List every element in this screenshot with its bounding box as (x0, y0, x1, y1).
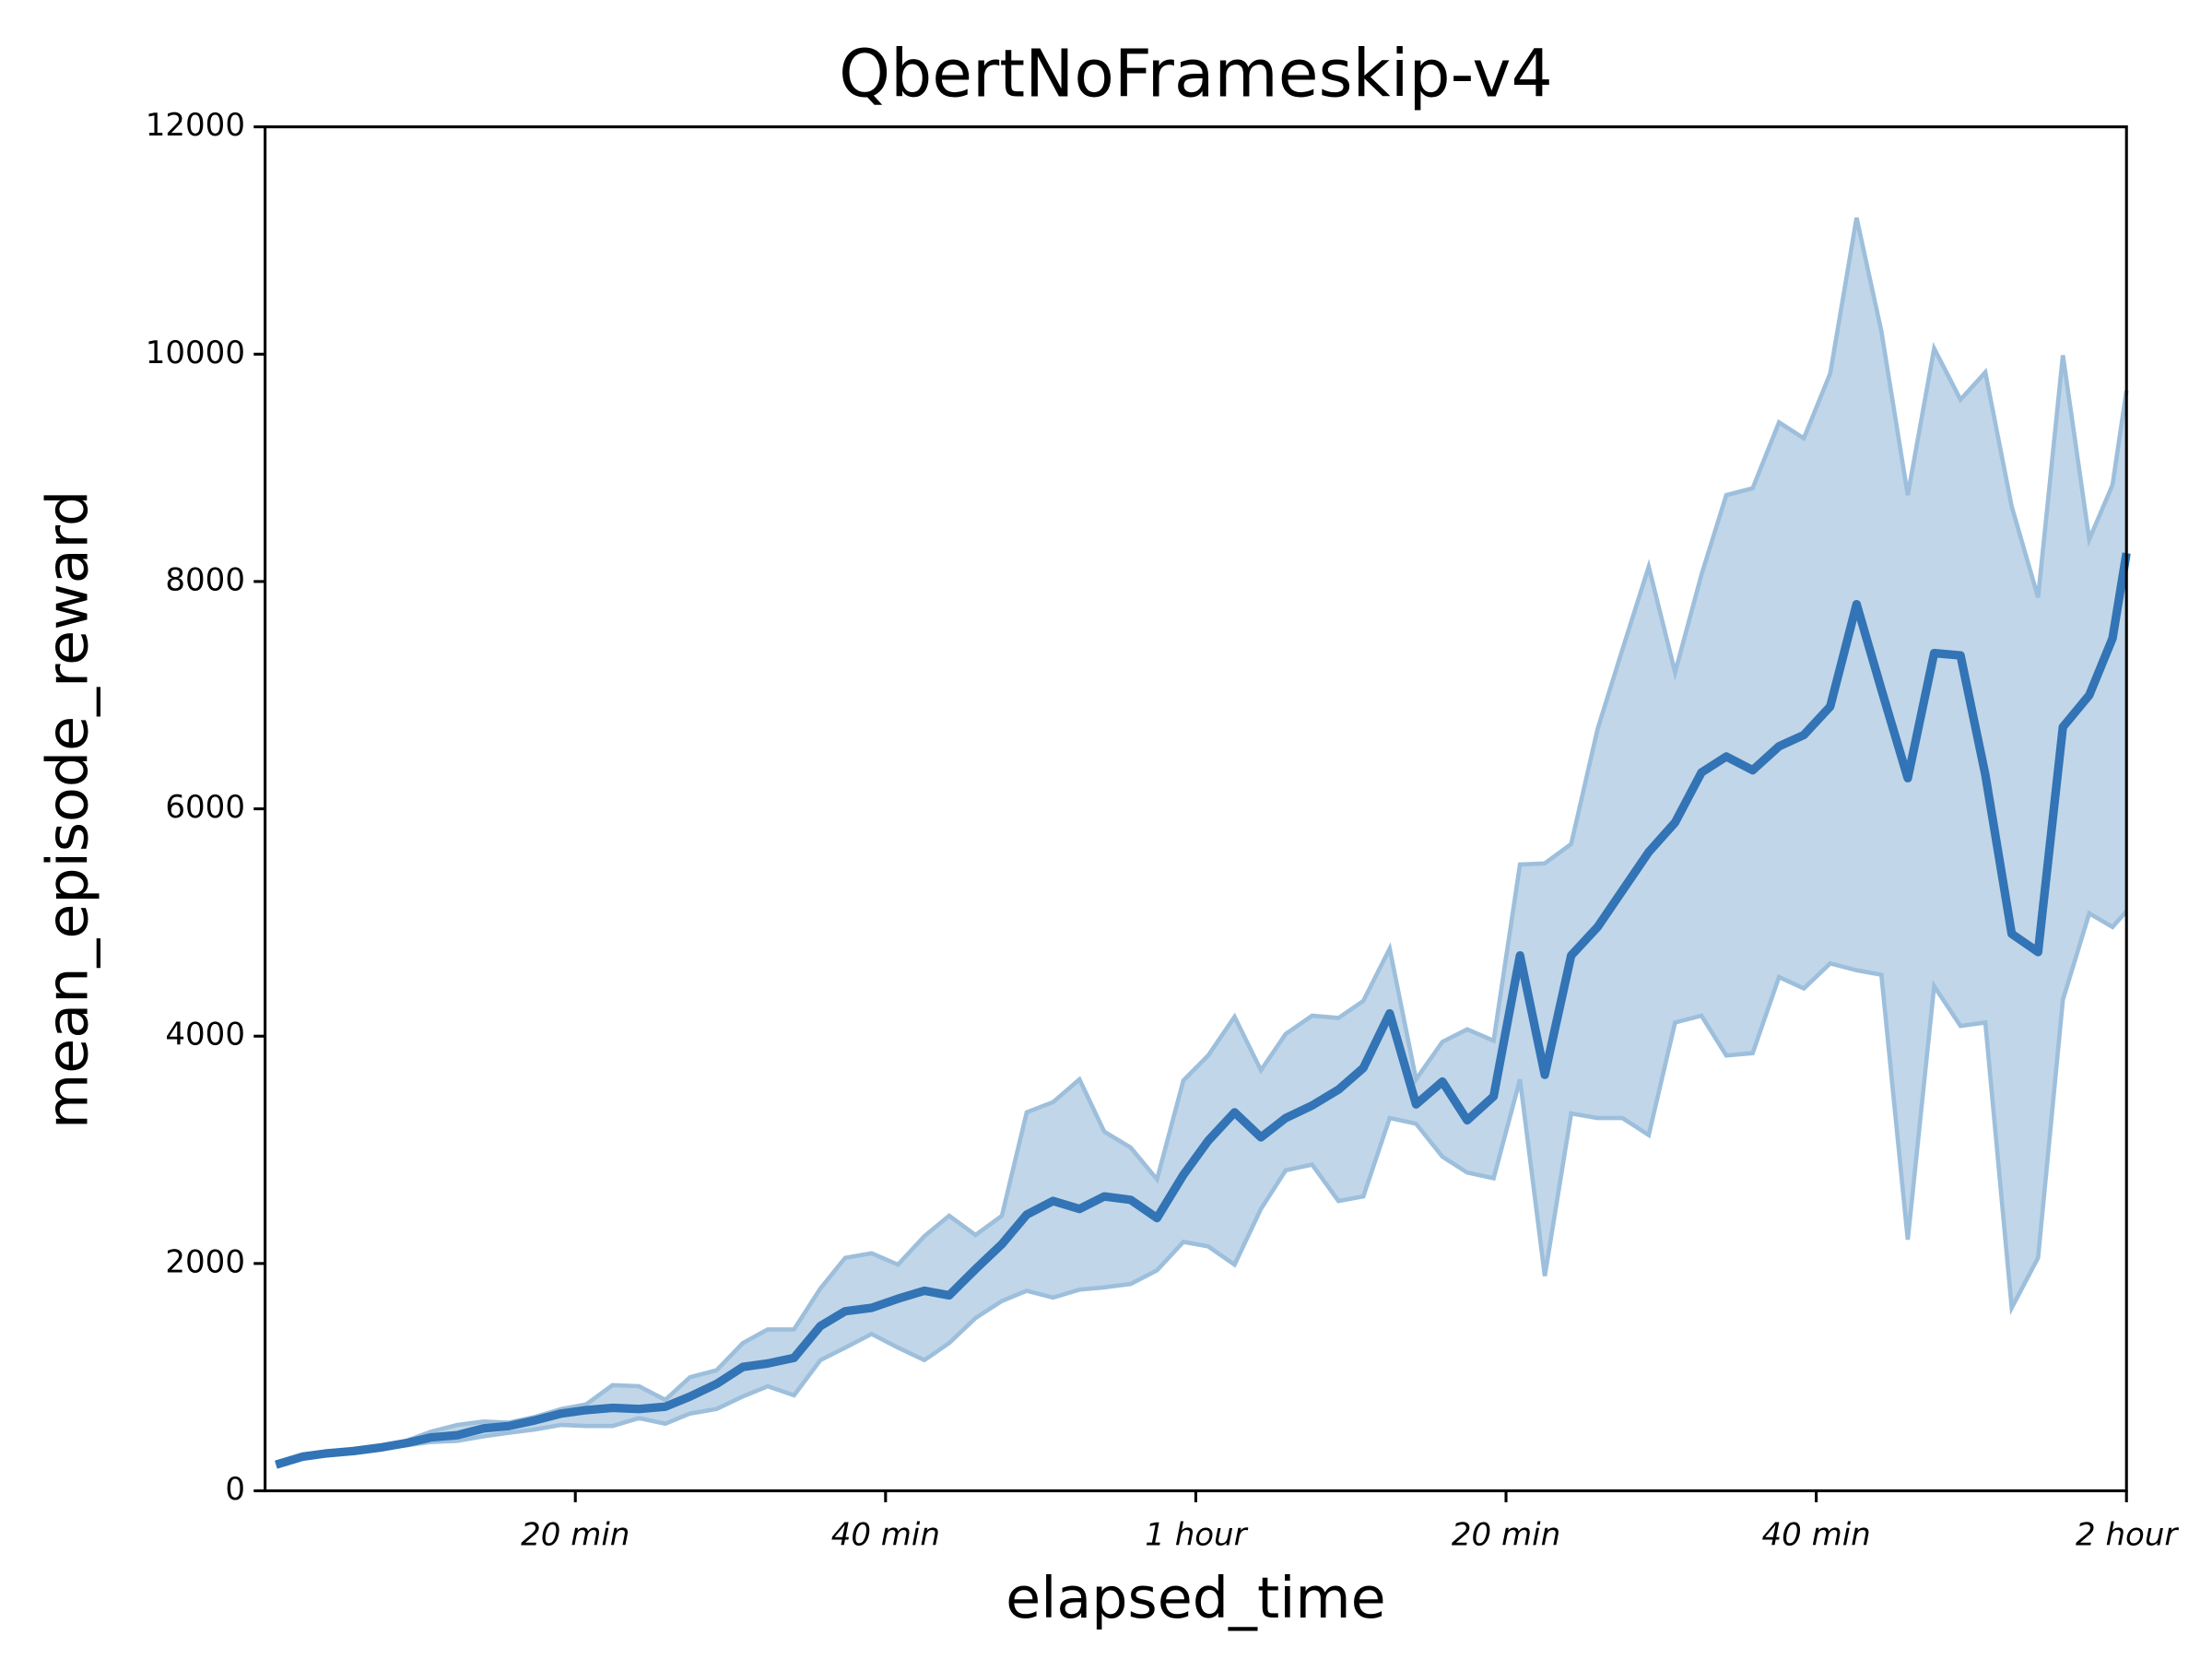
x-tick-label: 20 min (521, 1517, 629, 1554)
band-lower-edge (275, 910, 2128, 1467)
band-fill (276, 218, 2127, 1465)
x-tick-label: 1 hour (1145, 1517, 1248, 1554)
y-axis-label: mean_episode_reward (34, 490, 100, 1129)
y-tick-label: 12000 (146, 107, 245, 144)
y-tick-label: 8000 (165, 561, 245, 598)
chart-title: QbertNoFrameskip-v4 (839, 36, 1553, 112)
y-tick-label: 0 (225, 1471, 245, 1508)
y-tick-label: 6000 (165, 789, 245, 826)
y-tick-label: 4000 (165, 1017, 245, 1053)
x-axis-label: elapsed_time (1006, 1565, 1386, 1631)
x-tick-label: 40 min (831, 1517, 940, 1554)
y-tick-label: 10000 (146, 335, 245, 371)
band-upper-edge (275, 217, 2129, 1467)
x-tick-label: 20 min (1452, 1517, 1560, 1554)
x-tick-label: 40 min (1761, 1517, 1870, 1554)
y-tick-label: 2000 (165, 1243, 245, 1280)
mean-line (275, 552, 2131, 1469)
x-tick-label: 2 hour (2076, 1517, 2179, 1554)
